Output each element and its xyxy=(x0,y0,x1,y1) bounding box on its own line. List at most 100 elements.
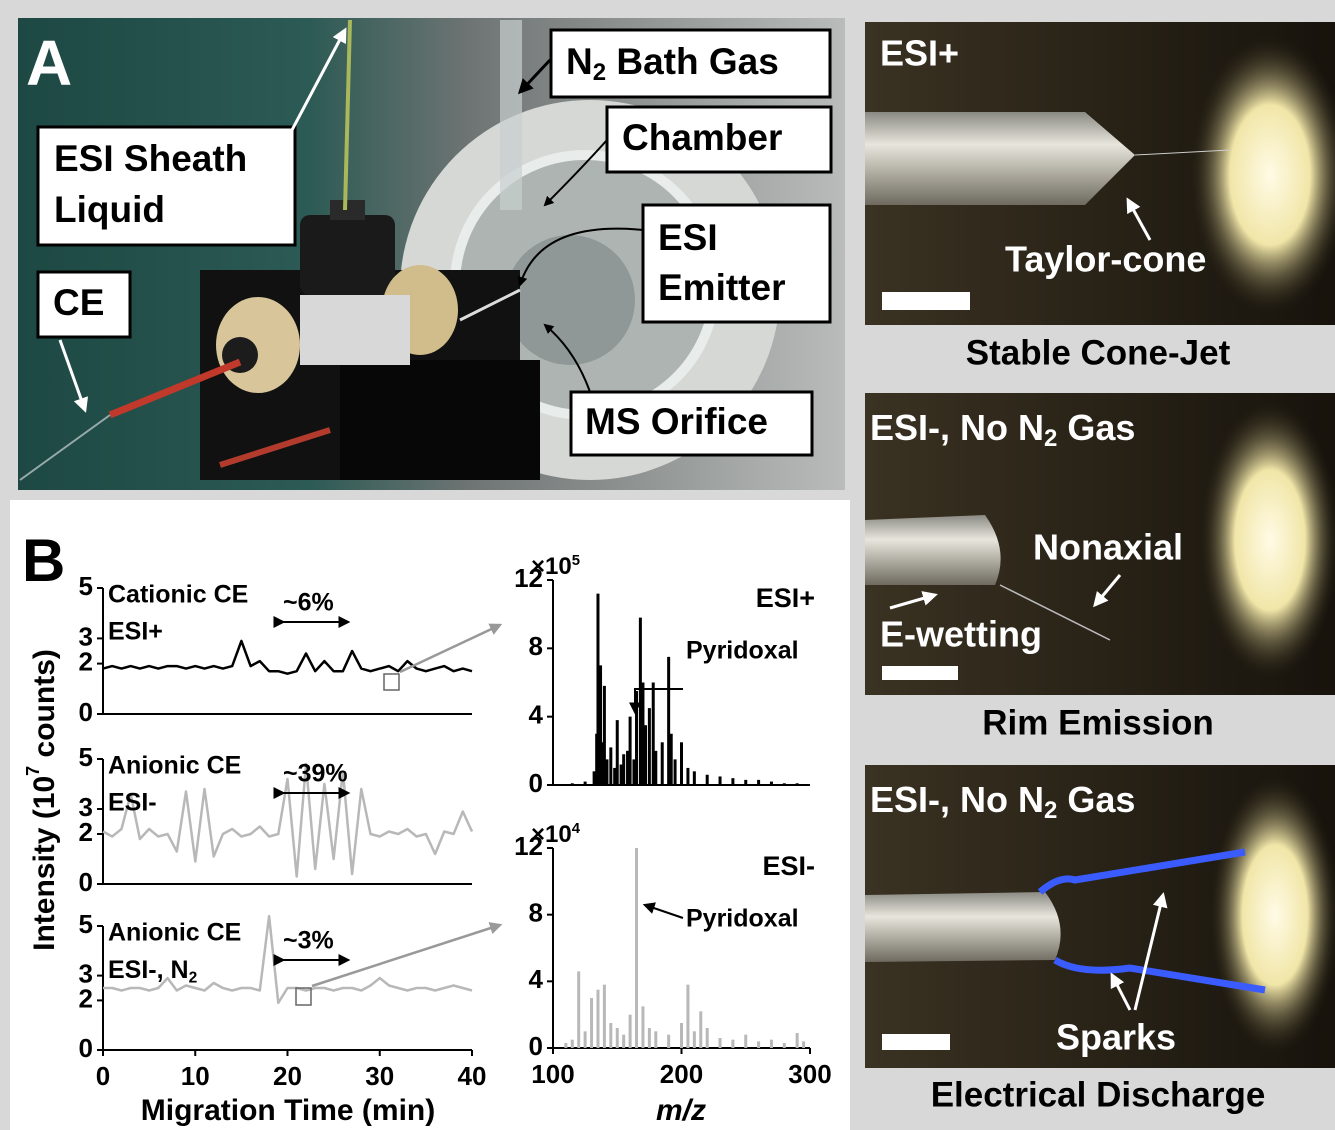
jet xyxy=(999,584,1111,641)
label: ESI xyxy=(658,217,718,258)
label: Liquid xyxy=(54,189,165,230)
panel-letter: A xyxy=(26,27,72,99)
x-tick-label: 0 xyxy=(96,1061,110,1091)
x-tick-label: 20 xyxy=(273,1061,302,1091)
trace xyxy=(103,914,473,1005)
label: Emitter xyxy=(658,267,785,308)
y-tick-label: 3 xyxy=(79,958,93,988)
arrow xyxy=(889,591,938,610)
pointer xyxy=(642,902,684,919)
x-axis-label: m/z xyxy=(656,1094,706,1127)
sheath-capillary xyxy=(343,19,352,211)
arrow xyxy=(1110,972,1132,1011)
zoom-indicator xyxy=(295,987,312,1006)
y-tick-label: 5 xyxy=(79,909,93,939)
label-box xyxy=(36,270,132,339)
arrow xyxy=(543,139,608,207)
mount-block xyxy=(340,360,540,480)
trace-label: Cationic CE xyxy=(108,581,248,609)
ce-capillary xyxy=(108,358,242,419)
y-tick-label: 2 xyxy=(79,983,93,1013)
y-tick-label: 12 xyxy=(514,563,543,593)
y-tick-label: 4 xyxy=(529,964,544,994)
x-tick-label: 10 xyxy=(181,1061,210,1091)
zoom-indicator xyxy=(383,673,400,691)
label-part: ×10 xyxy=(531,821,572,848)
label: N2 Bath Gas xyxy=(566,41,779,87)
label-part: Gas xyxy=(1057,779,1135,820)
label-part: ESI-, No N xyxy=(870,779,1044,820)
mode-label: ESI-, No N2 Gas xyxy=(870,407,1135,453)
label-box xyxy=(641,203,832,324)
trace-label: Anionic CE xyxy=(108,752,241,780)
label-box xyxy=(569,390,814,457)
x-tick-label: 30 xyxy=(365,1061,394,1091)
emitter-needle xyxy=(865,112,1135,205)
orifice-glow xyxy=(1210,775,1335,1055)
y-tick-label: 0 xyxy=(79,1033,93,1063)
y-tick-label: 0 xyxy=(529,1031,543,1061)
annotation: Nonaxial xyxy=(1033,527,1183,568)
label: Chamber xyxy=(622,117,782,158)
annotation: E-wetting xyxy=(880,614,1042,655)
label-superscript: 5 xyxy=(572,553,580,569)
arrow xyxy=(543,323,591,393)
label-box xyxy=(605,105,833,174)
orifice-glow xyxy=(1190,35,1335,315)
peak-annotation: Pyridoxal xyxy=(686,637,799,665)
spark xyxy=(1053,956,1266,994)
multiplier: ×104 xyxy=(531,821,581,849)
orifice-plate xyxy=(505,235,635,365)
scale-bar xyxy=(882,292,970,310)
scale-bar xyxy=(882,666,958,680)
label-subscript: 2 xyxy=(1044,797,1057,824)
caption: Stable Cone-Jet xyxy=(966,333,1231,372)
label: CE xyxy=(53,282,104,323)
x-tick-label: 300 xyxy=(788,1059,831,1089)
mode-label: ESI-, No N2 Gas xyxy=(870,779,1135,825)
zoom-indicator xyxy=(311,922,503,988)
label-box xyxy=(549,28,832,99)
y-axis-label: Intensity (107 counts) xyxy=(23,649,61,951)
photo-discharge: ESI-, No N2 Gas Sparks Electrical Discha… xyxy=(865,765,1335,1114)
orifice-glow xyxy=(1200,400,1335,680)
trace-label: Anionic CE xyxy=(108,919,241,947)
emitter xyxy=(459,288,521,322)
panel-a-photo: A ESI Sheath Liquid CE N2 Bath Gas Chamb… xyxy=(18,18,845,490)
mode-label: ESI+ xyxy=(880,33,959,74)
peak-annotation: Pyridoxal xyxy=(686,905,799,933)
arrow xyxy=(1126,197,1152,241)
label: ESI Sheath xyxy=(54,138,247,179)
photo-rim-emission: ESI-, No N2 Gas Nonaxial E-wetting Rim E… xyxy=(865,393,1335,742)
label-subscript: 2 xyxy=(189,970,198,987)
y-tick-label: 2 xyxy=(79,817,93,847)
caption: Electrical Discharge xyxy=(931,1075,1266,1114)
label-part: counts) xyxy=(28,649,61,766)
arrow xyxy=(1093,574,1122,608)
label-part: Intensity (10 xyxy=(28,776,61,951)
label-superscript: 4 xyxy=(572,821,581,837)
y-tick-label: 8 xyxy=(529,898,543,928)
x-axis-label: Migration Time (min) xyxy=(141,1094,435,1127)
spark xyxy=(1037,848,1246,895)
mode-label: ESI- xyxy=(762,851,815,881)
y-tick-label: 0 xyxy=(79,697,93,727)
y-tick-label: 2 xyxy=(79,646,93,676)
label-subscript: 2 xyxy=(593,59,606,86)
label-part: Bath Gas xyxy=(606,41,779,82)
label-part: ESI-, N xyxy=(108,956,189,984)
annotation: ~6% xyxy=(283,589,334,617)
annotation: Sparks xyxy=(1056,1017,1176,1058)
jet xyxy=(1134,149,1231,156)
label: MS Orifice xyxy=(585,401,768,442)
arrow xyxy=(290,27,347,131)
trace xyxy=(102,762,474,878)
label-part: Gas xyxy=(1057,407,1135,448)
trace-label: ESI-, N2 xyxy=(108,956,197,987)
arrow xyxy=(517,227,644,287)
y-tick-label: 0 xyxy=(79,867,93,897)
fitting-cap xyxy=(330,200,365,220)
trace-label: ESI+ xyxy=(108,618,163,646)
